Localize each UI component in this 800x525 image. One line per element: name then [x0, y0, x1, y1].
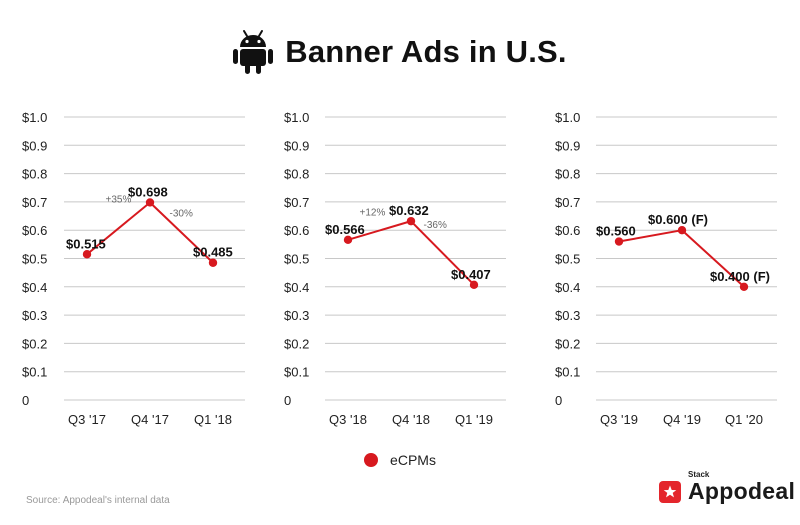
- data-point: [343, 235, 353, 245]
- y-tick-label: 0: [555, 393, 562, 408]
- change-annotation: +35%: [106, 194, 132, 205]
- appodeal-logo: Stack Appodeal: [659, 470, 796, 510]
- data-label: $0.515: [66, 236, 106, 251]
- chart-panel-2: 0 $0.1 $0.2 $0.3 $0.4 $0.5 $0.6 $0.7 $0.8 $0.9 $1.…: [284, 110, 506, 427]
- y-tick-label: $0.7: [555, 195, 580, 210]
- x-tick-label: Q1 '18: [194, 412, 232, 427]
- y-tick-label: $0.9: [555, 138, 580, 153]
- y-tick-label: $1.0: [555, 110, 580, 125]
- data-label: $0.485: [193, 245, 233, 260]
- data-label: $0.600 (F): [648, 212, 708, 227]
- legend: eCPMs: [0, 452, 800, 468]
- data-label: $0.400 (F): [710, 269, 770, 284]
- y-tick-label: 0: [22, 393, 29, 408]
- data-label: $0.407: [451, 267, 491, 282]
- data-label: $0.632: [389, 203, 429, 218]
- data-point: [469, 280, 479, 290]
- y-tick-label: $0.5: [555, 252, 580, 267]
- change-annotation: +12%: [360, 207, 386, 218]
- series-line-segment: [149, 201, 214, 264]
- series-line-segment: [347, 220, 412, 241]
- y-tick-label: $0.6: [22, 223, 47, 238]
- x-tick-label: Q4 '18: [392, 412, 430, 427]
- y-tick-label: $0.4: [284, 280, 309, 295]
- y-tick-label: $0.3: [22, 308, 47, 323]
- page-title: Banner Ads in U.S.: [285, 34, 567, 69]
- data-point: [614, 237, 624, 246]
- data-label: $0.566: [325, 222, 365, 237]
- chart-panel-1: 0 $0.1 $0.2 $0.3 $0.4 $0.5 $0.6 $0.7 $0.8 $0.9 $1.…: [22, 110, 245, 427]
- x-tick-label: Q4 '17: [131, 412, 169, 427]
- y-tick-label: $0.9: [22, 138, 47, 153]
- y-tick-label: $0.5: [284, 252, 309, 267]
- y-tick-label: $0.3: [555, 308, 580, 323]
- y-tick-label: $0.6: [555, 223, 580, 238]
- data-point: [406, 216, 416, 226]
- change-annotation: -36%: [424, 220, 447, 231]
- y-tick-label: $0.4: [22, 280, 47, 295]
- logo-name: Appodeal: [688, 478, 796, 504]
- data-label: $0.698: [128, 184, 168, 199]
- data-label: $0.560: [596, 224, 636, 239]
- chart-panel-3: 0 $0.1 $0.2 $0.3 $0.4 $0.5 $0.6 $0.7 $0.8 $0.9 $1.…: [555, 110, 777, 427]
- x-tick-label: Q1 '20: [725, 412, 763, 427]
- charts-area: 0 $0.1 $0.2 $0.3 $0.4 $0.5 $0.6 $0.7 $0.8 $0.9 $1.…: [22, 110, 777, 427]
- x-tick-label: Q3 '17: [68, 412, 106, 427]
- y-tick-label: $0.8: [555, 167, 580, 182]
- y-tick-label: $0.5: [22, 252, 47, 267]
- y-tick-label: $0.2: [22, 336, 47, 351]
- y-tick-label: $0.7: [22, 195, 47, 210]
- data-point: [208, 258, 218, 267]
- y-tick-label: $1.0: [22, 110, 47, 125]
- legend-label: eCPMs: [390, 452, 436, 468]
- y-tick-label: $0.3: [284, 308, 309, 323]
- y-tick-label: $0.2: [284, 336, 309, 351]
- x-tick-label: Q4 '19: [663, 412, 701, 427]
- data-point: [82, 250, 92, 259]
- y-tick-label: $0.2: [555, 336, 580, 351]
- y-tick-label: $0.6: [284, 223, 309, 238]
- data-point: [677, 226, 687, 235]
- data-point: [145, 198, 155, 207]
- series-line-segment: [86, 201, 151, 256]
- y-tick-label: $0.9: [284, 138, 309, 153]
- data-point: [739, 282, 749, 291]
- y-tick-label: $0.7: [284, 195, 309, 210]
- series-line-segment: [410, 220, 475, 286]
- series-line-segment: [618, 229, 683, 243]
- y-tick-label: $0.1: [555, 365, 580, 380]
- y-tick-label: $0.1: [284, 365, 309, 380]
- logo-stack-text: Stack: [688, 470, 710, 479]
- source-note: Source: Appodeal's internal data: [26, 495, 170, 506]
- y-tick-label: $0.8: [22, 167, 47, 182]
- y-tick-label: $0.1: [22, 365, 47, 380]
- change-annotation: -30%: [170, 209, 193, 220]
- legend-marker: [364, 453, 379, 467]
- y-tick-label: 0: [284, 393, 291, 408]
- android-icon: [233, 30, 274, 74]
- star-icon: [659, 481, 681, 503]
- y-tick-label: $0.8: [284, 167, 309, 182]
- y-tick-label: $0.4: [555, 280, 580, 295]
- y-tick-label: $1.0: [284, 110, 309, 125]
- x-tick-label: Q1 '19: [455, 412, 493, 427]
- x-tick-label: Q3 '19: [600, 412, 638, 427]
- x-tick-label: Q3 '18: [329, 412, 367, 427]
- series-line-segment: [681, 229, 745, 288]
- header: Banner Ads in U.S.: [0, 24, 800, 80]
